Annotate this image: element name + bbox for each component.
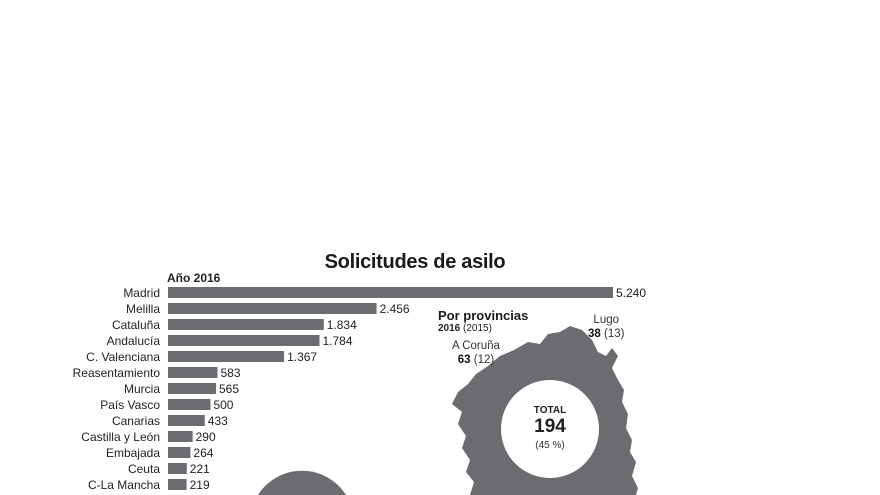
bar xyxy=(168,367,218,378)
category-label: Reasentamiento xyxy=(73,366,161,380)
province-a-coruna: A Coruña 63 (12) xyxy=(452,339,500,367)
category-label: País Vasco xyxy=(100,398,160,412)
bar xyxy=(168,287,613,298)
category-label: Melilla xyxy=(126,302,160,316)
total-value: 194 xyxy=(534,416,566,437)
bar xyxy=(168,415,205,426)
value-label: 2.456 xyxy=(380,302,410,316)
bar xyxy=(168,383,216,394)
value-label: 290 xyxy=(196,430,216,444)
category-label: Madrid xyxy=(123,286,160,300)
category-label: C. Valenciana xyxy=(86,350,160,364)
value-label: 219 xyxy=(190,478,210,492)
value-label: 565 xyxy=(219,382,239,396)
province-value: 63 xyxy=(457,354,471,366)
chart-subtitle: Año 2016 xyxy=(167,271,221,285)
category-label: Ceuta xyxy=(128,462,160,476)
bar xyxy=(168,351,285,362)
bar xyxy=(168,447,191,458)
bar xyxy=(168,335,320,346)
value-label: 5.240 xyxy=(616,286,646,300)
provinces-subheading: 2016 (2015) xyxy=(438,323,492,334)
province-lugo: Lugo 38 (13) xyxy=(588,313,624,341)
value-label: 221 xyxy=(190,462,210,476)
value-label: 500 xyxy=(213,398,233,412)
bar xyxy=(168,303,377,314)
province-prev: (12) xyxy=(473,354,495,366)
provinces-heading: Por provincias xyxy=(438,308,529,323)
value-label: 1.367 xyxy=(287,350,317,364)
bar xyxy=(168,431,193,442)
value-label: 433 xyxy=(208,414,228,428)
category-label: Andalucía xyxy=(107,334,161,348)
category-label: Canarias xyxy=(112,414,160,428)
category-label: C-La Mancha xyxy=(88,478,160,492)
category-label: Embajada xyxy=(106,446,160,460)
provinces-subheading-prev: (2015) xyxy=(463,323,492,334)
bar xyxy=(168,399,211,410)
value-label: 264 xyxy=(193,446,213,460)
province-prev: (13) xyxy=(604,328,625,340)
category-label: Murcia xyxy=(124,382,160,396)
category-label: Cataluña xyxy=(112,318,160,332)
value-label: 583 xyxy=(221,366,241,380)
value-label: 1.834 xyxy=(327,318,357,332)
total-label: TOTAL xyxy=(533,405,567,416)
province-name: A Coruña xyxy=(452,340,500,352)
bar xyxy=(168,479,187,490)
bar xyxy=(168,463,187,474)
province-values: 38 (13) xyxy=(588,327,624,341)
category-label: Castilla y León xyxy=(81,430,160,444)
chart-title: Solicitudes de asilo xyxy=(324,251,506,273)
provinces-subheading-year: 2016 xyxy=(438,323,461,334)
total-circle xyxy=(501,380,599,478)
province-name: Lugo xyxy=(593,314,620,326)
province-values: 63 (12) xyxy=(452,353,500,367)
bottom-circle-partial xyxy=(258,470,346,495)
total-percent: (45 %) xyxy=(535,440,565,451)
province-value: 38 xyxy=(588,328,601,340)
value-label: 1.784 xyxy=(323,334,353,348)
bar xyxy=(168,319,324,330)
